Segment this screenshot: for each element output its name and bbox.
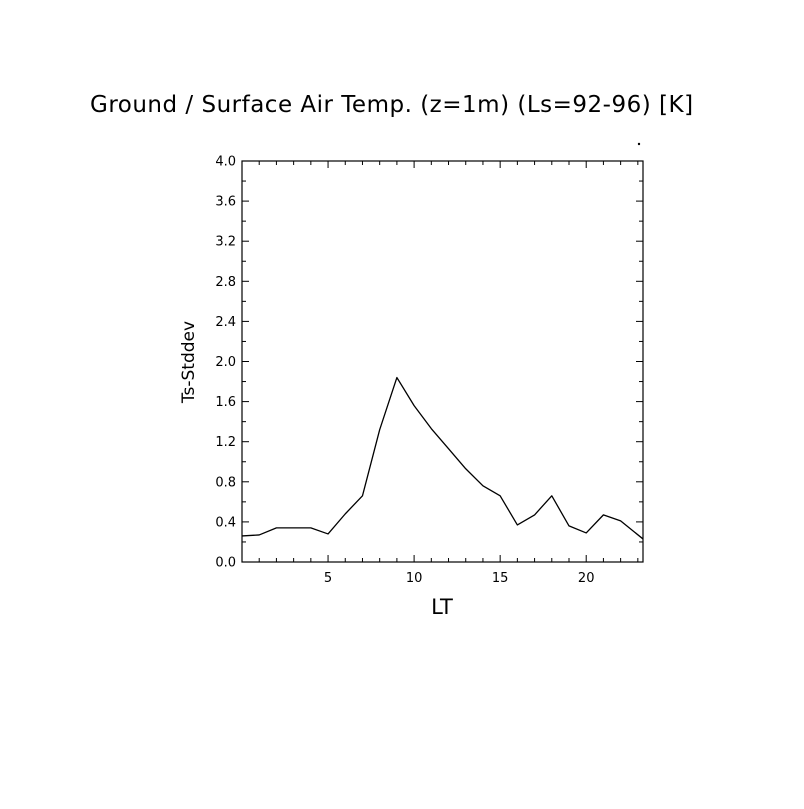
x-tick-label: 15: [492, 571, 509, 586]
axis-ticks: [242, 160, 643, 563]
series-line: [241, 376, 644, 540]
x-tick-label: 20: [578, 571, 595, 586]
y-tick-label: 2.8: [215, 275, 236, 290]
plot-area-frame: [241, 160, 644, 563]
y-tick-label: 1.2: [215, 435, 236, 450]
y-tick-label: 0.4: [215, 515, 236, 530]
y-axis-title: Ts-Stddev: [179, 321, 199, 404]
y-tick-label: 0.8: [215, 475, 236, 490]
tick-labels: 0.0 0.4 0.8 1.2 1.6 2.0 2.4 2.8 3.2 3.6 4.0 5 10 15 20: [215, 155, 594, 587]
chart-title: Ground / Surface Air Temp. (z=1m) (Ls=92…: [90, 92, 694, 118]
y-tick-label: 0.0: [215, 556, 236, 571]
y-tick-label: 3.2: [215, 235, 236, 250]
y-tick-label: 4.0: [215, 155, 236, 170]
y-tick-label: 3.6: [215, 195, 236, 210]
series-layer: [241, 376, 644, 540]
x-tick-label: 5: [324, 571, 332, 586]
x-axis-title: LT: [431, 595, 453, 619]
corner-dot-mark: [637, 142, 641, 146]
y-tick-label: 2.0: [215, 355, 236, 370]
y-tick-label: 1.6: [215, 395, 236, 410]
y-tick-label: 2.4: [215, 315, 236, 330]
x-tick-label: 10: [406, 571, 423, 586]
